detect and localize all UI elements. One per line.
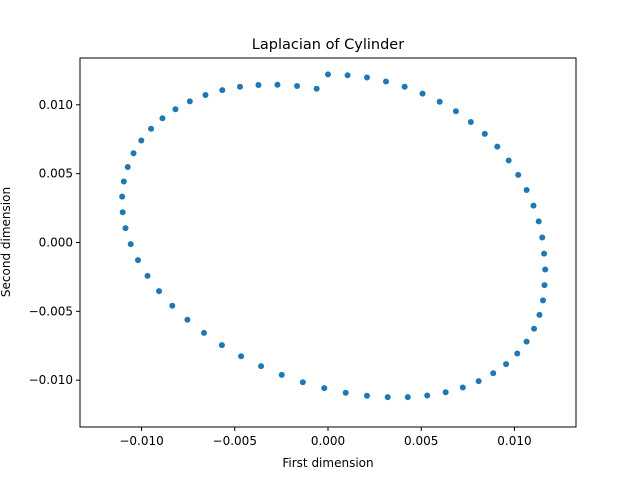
data-point xyxy=(541,282,548,289)
data-point xyxy=(201,329,207,336)
y-tick-label: −0.010 xyxy=(29,373,73,387)
data-point xyxy=(542,266,549,273)
data-point xyxy=(424,392,431,399)
data-point xyxy=(186,98,193,105)
x-tick-label: 0.000 xyxy=(311,434,345,448)
data-point xyxy=(238,353,245,360)
x-tick-label: −0.005 xyxy=(213,434,257,448)
data-point xyxy=(503,361,510,368)
data-point xyxy=(134,257,141,264)
data-point xyxy=(404,394,411,401)
x-axis-label: First dimension xyxy=(282,456,373,470)
data-point xyxy=(452,108,459,115)
data-point xyxy=(505,157,512,164)
data-point xyxy=(514,350,521,357)
data-point xyxy=(459,384,466,391)
x-axis-ticks: −0.010 −0.005 0.000 0.005 0.010 xyxy=(119,427,532,448)
x-tick-label: 0.005 xyxy=(404,434,438,448)
data-point xyxy=(119,209,126,216)
data-point xyxy=(467,119,474,126)
data-point xyxy=(481,130,488,137)
y-tick-label: 0.000 xyxy=(39,236,73,250)
data-point xyxy=(144,272,151,279)
data-point xyxy=(535,218,542,225)
data-point xyxy=(299,379,306,386)
data-point xyxy=(278,371,285,378)
data-point xyxy=(156,288,163,295)
data-point xyxy=(219,87,226,94)
data-point xyxy=(436,98,443,105)
data-point xyxy=(119,193,126,200)
data-point xyxy=(490,370,497,377)
y-axis-label: Second dimension xyxy=(0,187,13,297)
data-point xyxy=(313,85,320,92)
x-tick-label: 0.010 xyxy=(497,434,531,448)
data-point xyxy=(342,389,349,396)
data-point xyxy=(541,250,548,257)
data-point xyxy=(419,90,426,97)
data-point xyxy=(475,378,482,385)
data-point xyxy=(202,92,209,99)
data-point xyxy=(384,394,391,401)
data-point xyxy=(148,125,155,132)
data-point xyxy=(169,302,176,309)
data-point xyxy=(536,311,543,318)
data-point xyxy=(172,106,179,113)
data-point xyxy=(325,71,331,78)
data-point xyxy=(515,171,522,178)
y-axis-ticks: −0.010 −0.005 0.000 0.005 0.010 xyxy=(29,98,80,387)
x-tick-label: −0.010 xyxy=(119,434,163,448)
data-point xyxy=(184,316,191,323)
data-point xyxy=(382,78,389,85)
data-point xyxy=(523,187,530,194)
data-point xyxy=(540,297,546,304)
data-point xyxy=(130,150,137,157)
data-point xyxy=(523,338,530,345)
data-point xyxy=(120,178,127,185)
data-point xyxy=(258,363,265,370)
data-point xyxy=(344,72,351,79)
data-point xyxy=(539,234,546,241)
data-point xyxy=(363,392,370,399)
data-point xyxy=(530,202,537,209)
data-point xyxy=(442,389,449,396)
data-points xyxy=(119,71,549,401)
data-point xyxy=(138,137,145,144)
data-point xyxy=(531,325,538,332)
data-point xyxy=(274,81,281,88)
data-point xyxy=(321,385,328,392)
y-tick-label: −0.005 xyxy=(29,304,73,318)
data-point xyxy=(159,115,166,122)
data-point xyxy=(294,82,301,89)
data-point xyxy=(218,342,225,349)
y-tick-label: 0.010 xyxy=(39,98,73,112)
chart-title: Laplacian of Cylinder xyxy=(252,37,404,53)
data-point xyxy=(124,164,131,171)
data-point xyxy=(122,225,129,232)
data-point xyxy=(494,143,501,150)
data-point xyxy=(401,83,408,90)
y-tick-label: 0.005 xyxy=(39,167,73,181)
plot-frame xyxy=(79,57,577,428)
data-point xyxy=(127,241,134,248)
data-point xyxy=(363,74,370,81)
data-point xyxy=(255,81,262,88)
data-point xyxy=(236,83,243,90)
